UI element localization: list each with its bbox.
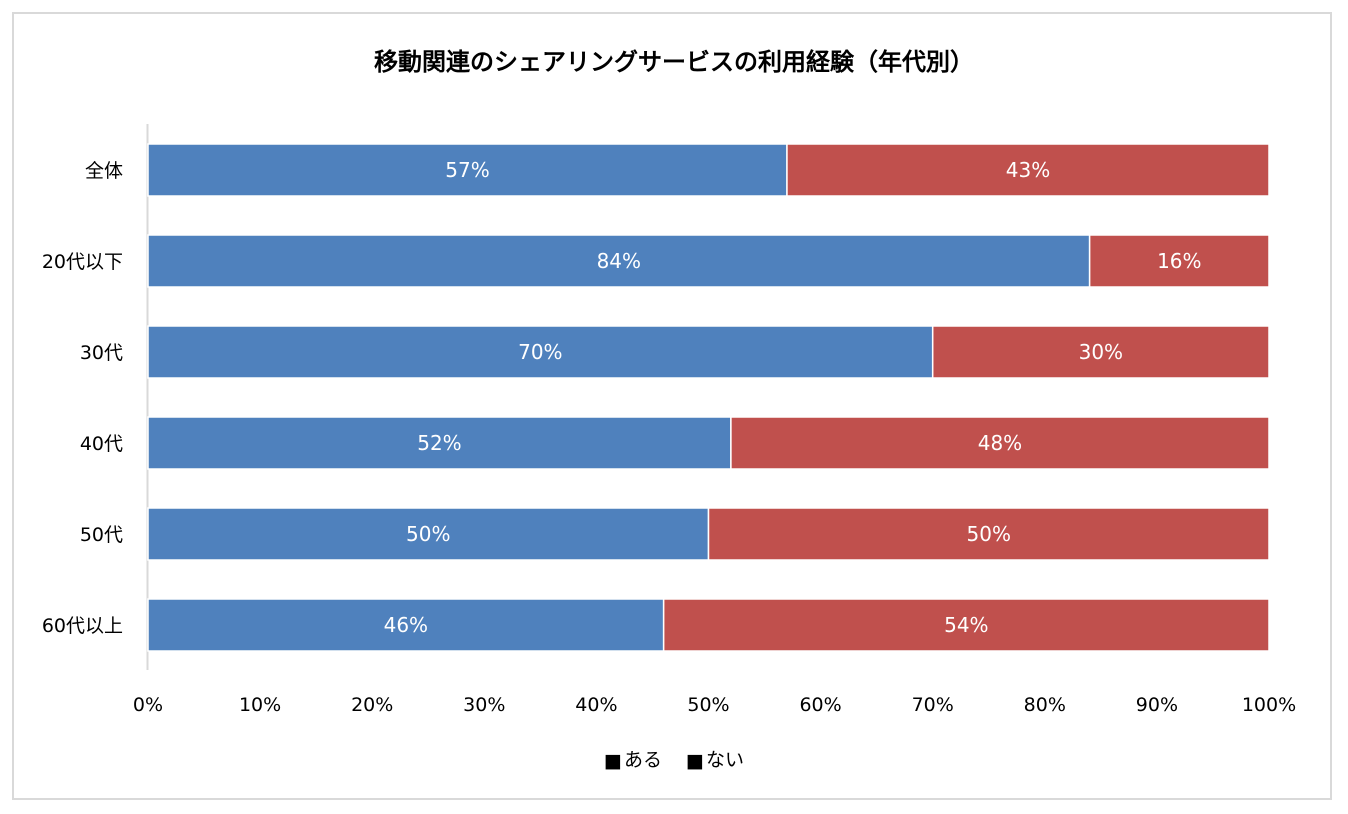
x-tick-label-10: 10%	[239, 694, 281, 716]
x-tick-label-30: 30%	[463, 694, 505, 716]
x-axis-tick-labels: 0% 10% 20% 30% 40% 50% 60% 70% 80% 90% 100%	[133, 694, 1296, 716]
bar-aru-2	[147, 325, 934, 379]
category-label-4: 50代	[80, 524, 123, 546]
data-label-aru-0: 57%	[445, 158, 489, 182]
legend-label-nai: ない	[706, 749, 744, 771]
bar-aru-0	[147, 143, 788, 197]
data-label-nai-1: 16%	[1157, 249, 1201, 273]
legend-marker-nai: ■	[686, 750, 704, 772]
data-label-aru-4: 50%	[406, 522, 450, 546]
bar-nai-0	[786, 143, 1270, 197]
bar-nai-3	[730, 416, 1270, 470]
bar-nai-5	[662, 598, 1270, 652]
category-label-2: 30代	[80, 342, 123, 364]
x-tick-label-70: 70%	[912, 694, 954, 716]
data-label-nai-4: 50%	[967, 522, 1011, 546]
x-tick-label-0: 0%	[133, 694, 163, 716]
x-tick-label-100: 100%	[1242, 694, 1296, 716]
data-label-aru-1: 84%	[597, 249, 641, 273]
category-label-5: 60代以上	[42, 615, 123, 637]
x-tick-label-50: 50%	[687, 694, 729, 716]
data-label-aru-3: 52%	[417, 431, 461, 455]
x-tick-label-20: 20%	[351, 694, 393, 716]
x-tick-label-60: 60%	[799, 694, 841, 716]
bar-aru-5	[147, 598, 665, 652]
category-labels: 全体 20代以下 30代 40代 50代 60代以上	[42, 160, 123, 637]
bar-nai-4	[707, 507, 1270, 561]
x-tick-label-40: 40%	[575, 694, 617, 716]
bars-group: 57% 43% 84% 16% 70% 30% 52% 48% 50% 50% 46% 54%	[147, 143, 1270, 652]
data-label-nai-0: 43%	[1006, 158, 1050, 182]
x-tick-label-90: 90%	[1136, 694, 1178, 716]
chart-title: 移動関連のシェアリングサービスの利用経験（年代別）	[374, 48, 974, 76]
category-label-0: 全体	[85, 160, 123, 182]
data-label-aru-2: 70%	[518, 340, 562, 364]
data-label-nai-2: 30%	[1079, 340, 1123, 364]
bar-nai-2	[931, 325, 1270, 379]
data-label-aru-5: 46%	[384, 613, 428, 637]
data-label-nai-5: 54%	[944, 613, 988, 637]
category-label-3: 40代	[80, 433, 123, 455]
bar-aru-4	[147, 507, 710, 561]
bar-nai-1	[1088, 234, 1270, 288]
data-label-nai-3: 48%	[978, 431, 1022, 455]
legend-label-aru: ある	[624, 749, 662, 771]
x-tick-label-80: 80%	[1024, 694, 1066, 716]
legend-marker-aru: ■	[604, 750, 622, 772]
category-label-1: 20代以下	[42, 251, 123, 273]
legend: ■ ある ■ ない	[604, 749, 744, 772]
